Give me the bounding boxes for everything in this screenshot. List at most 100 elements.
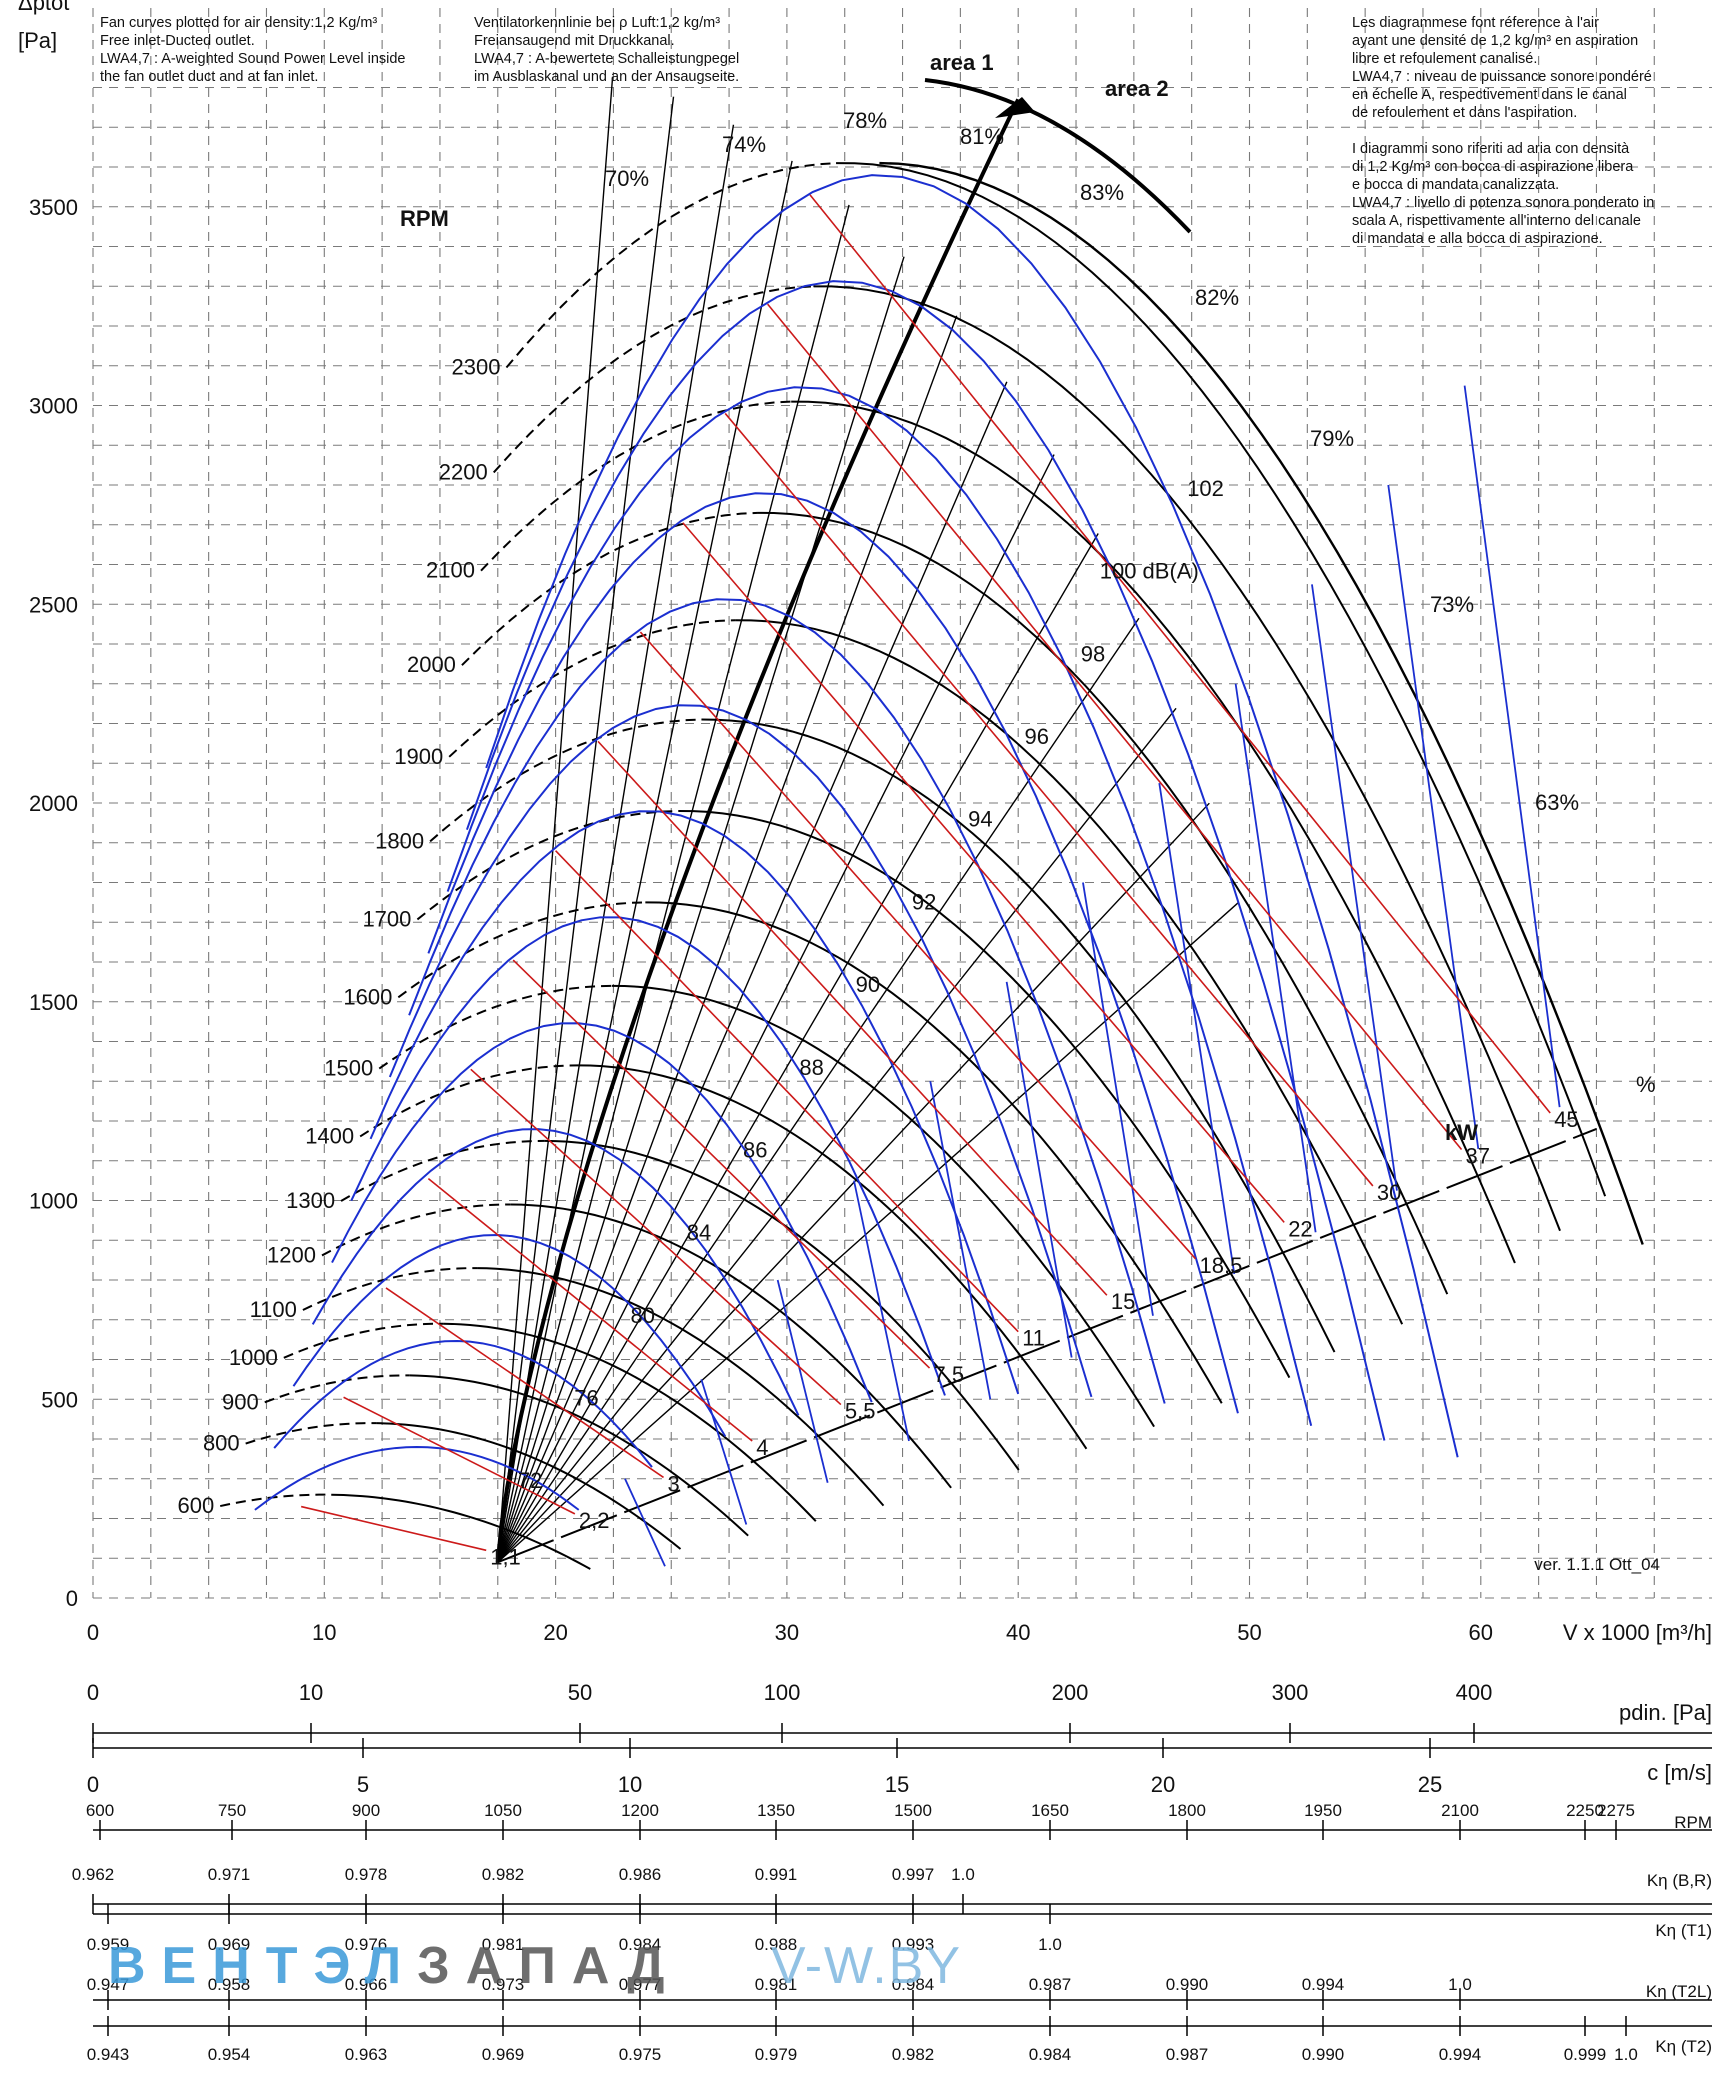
system-line [497,454,1055,1563]
power-line [470,1068,842,1406]
scale-tick-label: 0.981 [482,1935,525,1954]
envelope [879,161,1644,1245]
rpm-label: 900 [222,1389,259,1414]
scale-tick-label: 0.986 [619,1865,662,1884]
scale-tick-label: 1.0 [1614,2045,1638,2064]
version-label: ver. 1.1.1 Ott_04 [1534,1555,1660,1574]
watermark-part2: ЗАПАД [417,1937,681,1995]
scale-tick-label: 1200 [621,1801,659,1820]
rpm-label: 600 [177,1493,214,1518]
scale-tick-label: 0 [87,1772,99,1797]
sound-label: 88 [799,1055,823,1080]
scale-tick-label: 1500 [894,1801,932,1820]
rpm-curve [836,162,1607,1197]
scale-tick-label: 0.959 [87,1935,130,1954]
rpm-label: 1900 [394,744,443,769]
scale-tick-label: 0.997 [892,1865,935,1884]
rpm-curve-stall [302,1267,478,1311]
rpm-label: 1000 [229,1345,278,1370]
sound-line [1158,782,1236,1275]
sound-line [853,1180,910,1442]
sound-label: 98 [1081,641,1105,666]
rpm-curve-stall [492,285,814,474]
area-1-label: area 1 [930,50,994,75]
sound-curve [254,1445,580,1511]
sound-curve [369,810,1020,1395]
efficiency-label: 83% [1080,180,1124,205]
sound-curve [388,704,1093,1398]
rpm-label: 1600 [343,984,392,1009]
rpm-label: 2300 [451,354,500,379]
scale-tick-label: 0.987 [1029,1975,1072,1994]
rpm-label: 1400 [305,1123,354,1148]
note-de: Ventilatorkennlinie bei ρ Luft:1,2 kg/m³… [474,15,740,85]
rpm-label: 1500 [324,1056,373,1081]
efficiency-label: 82% [1195,285,1239,310]
power-line [724,412,1374,1187]
sound-curve [408,598,1166,1404]
rpm-curve [757,511,1449,1295]
rpm-curve-stall [220,1493,332,1508]
sound-line [929,1081,992,1400]
sound-label: 72 [518,1468,542,1493]
rpm-label: 2100 [426,558,475,583]
power-line [343,1396,576,1515]
scale-tick-label: 50 [568,1680,592,1705]
rpm-curve-stall [283,1322,444,1359]
watermark: ВЕНТЭЛЗАПАД V-W.BY [108,1936,962,1996]
rpm-label: 800 [203,1431,240,1456]
power-label: 3 [668,1471,680,1496]
scale-tick-label: 1.0 [951,1865,975,1884]
system-line [497,96,675,1563]
scale-tick-label: 0.966 [345,1975,388,1994]
rpm-curve [578,1064,1088,1450]
efficiency-label: 63% [1535,790,1579,815]
scale-tick-label: 600 [86,1801,114,1820]
system-line [497,315,958,1563]
scale-tick-label: 0.982 [892,2045,935,2064]
power-label: 22 [1288,1216,1312,1241]
scale-tick-label: 0.991 [755,1865,798,1884]
scale-tick-label: 1350 [757,1801,795,1820]
efficiency-label: 74% [722,132,766,157]
y-tick-label: 500 [41,1387,78,1412]
scale-tick-label: 200 [1052,1680,1089,1705]
scale-tick-label: 0.993 [892,1935,935,1954]
rpm-curve [611,984,1155,1428]
efficiency-label: 73% [1430,592,1474,617]
scale-tick-label: 0.984 [619,1935,662,1954]
scale-tick-label: 750 [218,1801,246,1820]
y-tick-label: 2500 [29,592,78,617]
x-tick-label: 20 [543,1620,567,1645]
scale-tick-label: 0.958 [208,1975,251,1994]
rpm-curve [409,1374,749,1537]
sound-label: 96 [1024,724,1048,749]
power-line [385,1287,664,1479]
power-line [555,850,1019,1333]
rpm-curve-stall [359,1064,579,1138]
power-line [427,1178,753,1442]
scale-tick-label: 0.971 [208,1865,251,1884]
scale-label: Kη (B,R) [1647,1871,1712,1890]
power-label: 1,1 [490,1544,521,1569]
rpm-curve-stall [448,619,736,758]
sound-line [1005,981,1073,1358]
x-tick-label: 30 [775,1620,799,1645]
sound-line [1234,683,1317,1233]
scale-tick-label: 2100 [1441,1801,1479,1820]
scale-tick-label: 0.984 [892,1975,935,1994]
area-2-label: area 2 [1105,76,1169,101]
scale-tick-label: 400 [1456,1680,1493,1705]
scale-tick-label: 25 [1418,1772,1442,1797]
system-line [497,901,1240,1563]
scale-tick-label: 0.954 [208,2045,251,2064]
sound-curve [273,1339,653,1468]
sound-label: 90 [856,972,880,997]
sound-line [700,1379,748,1525]
sound-line [1463,385,1561,1108]
scale-tick-label: 0.990 [1166,1975,1209,1994]
y-axis-label: Δptot [18,0,69,15]
scale-tick-label: 0.984 [1029,2045,1072,2064]
power-label: 45 [1554,1107,1578,1132]
rpm-curve-stall [397,901,646,999]
